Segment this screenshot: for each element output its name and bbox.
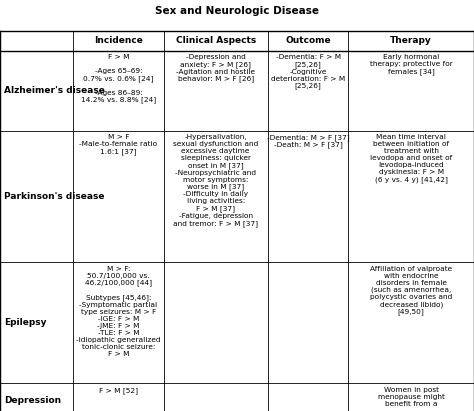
Text: -Depression and
anxiety: F > M [26]
-Agitation and hostile
behavior: M > F [26]: -Depression and anxiety: F > M [26] -Agi… <box>176 54 255 82</box>
Text: Epilepsy: Epilepsy <box>4 319 46 327</box>
Text: F > M

-Ages 65–69:
0.7% vs. 0.6% [24]

-Ages 86–89:
14.2% vs. 8.8% [24]: F > M -Ages 65–69: 0.7% vs. 0.6% [24] -A… <box>81 54 156 103</box>
Text: -Dementia: F > M
[25,26]
-Cognitive
deterioration: F > M
[25,26]: -Dementia: F > M [25,26] -Cognitive dete… <box>271 54 345 89</box>
Text: Women in post
menopause might
benefit from a: Women in post menopause might benefit fr… <box>378 387 445 407</box>
Text: Mean time interval
between initiation of
treatment with
levodopa and onset of
le: Mean time interval between initiation of… <box>370 134 452 183</box>
Text: Affiliation of valproate
with endocrine
disorders in female
(such as amenorrhea,: Affiliation of valproate with endocrine … <box>370 266 452 315</box>
Text: Clinical Aspects: Clinical Aspects <box>175 36 256 45</box>
Text: Parkinson's disease: Parkinson's disease <box>4 192 104 201</box>
Text: Sex and Neurologic Disease: Sex and Neurologic Disease <box>155 6 319 16</box>
Text: M > F
-Male-to-female ratio
1.6:1 [37]: M > F -Male-to-female ratio 1.6:1 [37] <box>80 134 157 155</box>
Text: -Hypersalivation,
sexual dysfunction and
excessive daytime
sleepiness: quicker
o: -Hypersalivation, sexual dysfunction and… <box>173 134 258 227</box>
Text: Early hormonal
therapy: protective for
females [34]: Early hormonal therapy: protective for f… <box>370 54 453 74</box>
Text: Incidence: Incidence <box>94 36 143 45</box>
Text: -Dementia: M > F [37]
-Death: M > F [37]: -Dementia: M > F [37] -Death: M > F [37] <box>267 134 349 148</box>
Text: F > M [52]: F > M [52] <box>99 387 138 393</box>
Text: Outcome: Outcome <box>285 36 331 45</box>
Text: Alzheimer's disease: Alzheimer's disease <box>4 86 105 95</box>
Text: Therapy: Therapy <box>390 36 432 45</box>
Text: Depression: Depression <box>4 397 61 405</box>
Text: M > F:
50.7/100,000 vs.
46.2/100,000 [44]

Subtypes [45,46]:
-Symptomatic partia: M > F: 50.7/100,000 vs. 46.2/100,000 [44… <box>76 266 161 357</box>
